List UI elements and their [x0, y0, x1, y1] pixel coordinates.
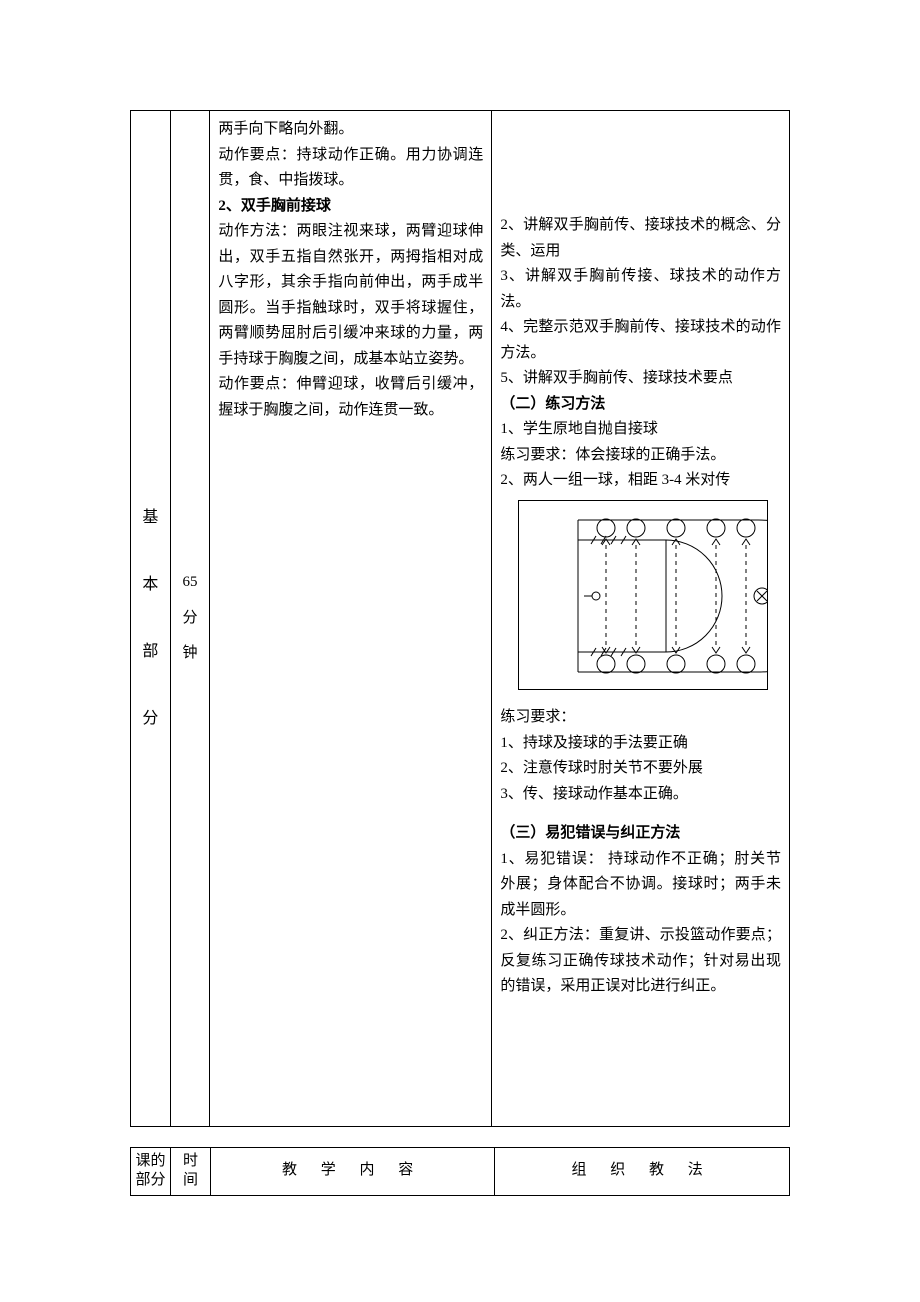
header-method-cell: 组 织 教 法 — [495, 1147, 790, 1195]
header-label: 部分 — [133, 1171, 168, 1191]
section-char: 基 — [142, 504, 158, 531]
teaching-content-cell: 两手向下略向外翻。 动作要点：持球动作正确。用力协调连贯，食、中指拨球。 2、双… — [210, 111, 492, 1127]
lesson-main-table: 基 本 部 分 65 分 钟 两手向下略向外翻。 动作要点：持球动作正确。用力协… — [130, 110, 790, 1127]
time-unit: 分 — [183, 606, 198, 632]
error-item: 1、易犯错误： 持球动作不正确；肘关节外展；身体配合不协调。接球时；两手未成半圆… — [500, 847, 781, 924]
req-item: 1、持球及接球的手法要正确 — [500, 731, 781, 757]
method-item: 3、讲解双手胸前传接、球技术的动作方法。 — [500, 264, 781, 315]
court-diagram-svg — [518, 500, 768, 690]
teaching-method-cell: 2、讲解双手胸前传、接球技术的概念、分类、运用 3、讲解双手胸前传接、球技术的动… — [492, 111, 790, 1127]
error-item: 2、纠正方法：重复讲、示投篮动作要点；反复练习正确传球技术动作；针对易出现的错误… — [500, 923, 781, 1000]
content-para: 动作要点：持球动作正确。用力协调连贯，食、中指拨球。 — [218, 143, 483, 194]
req-heading: 练习要求： — [500, 705, 781, 731]
content-para: 动作方法：两眼注视来球，两臂迎球伸出，双手五指自然张开，两拇指相对成八字形，其余… — [218, 219, 483, 372]
header-label: 课的 — [133, 1152, 168, 1172]
method-item: 4、完整示范双手胸前传、接球技术的动作方法。 — [500, 315, 781, 366]
section-label-cell: 基 本 部 分 — [131, 111, 171, 1127]
header-section-cell: 课的 部分 — [131, 1147, 171, 1195]
practice-req: 练习要求：体会接球的正确手法。 — [500, 443, 781, 469]
practice-heading: （二）练习方法 — [500, 392, 781, 418]
error-heading: （三）易犯错误与纠正方法 — [500, 821, 781, 847]
section-char: 分 — [142, 705, 158, 732]
content-para: 动作要点：伸臂迎球，收臂后引缓冲，握球于胸腹之间，动作连贯一致。 — [218, 372, 483, 423]
method-item: 5、讲解双手胸前传、接球技术要点 — [500, 366, 781, 392]
method-item: 2、讲解双手胸前传、接球技术的概念、分类、运用 — [500, 213, 781, 264]
lesson-header-table: 课的 部分 时 间 教 学 内 容 组 织 教 法 — [130, 1147, 790, 1196]
content-para: 两手向下略向外翻。 — [218, 117, 483, 143]
header-content-cell: 教 学 内 容 — [211, 1147, 495, 1195]
header-label: 时 — [173, 1152, 208, 1172]
header-label: 教 学 内 容 — [282, 1162, 423, 1178]
header-label: 组 织 教 法 — [571, 1162, 712, 1178]
court-diagram — [500, 494, 781, 706]
req-item: 2、注意传球时肘关节不要外展 — [500, 756, 781, 782]
practice-item: 2、两人一组一球，相距 3-4 米对传 — [500, 468, 781, 494]
time-unit: 钟 — [183, 641, 198, 667]
header-time-cell: 时 间 — [171, 1147, 211, 1195]
section-char: 部 — [142, 638, 158, 665]
time-cell: 65 分 钟 — [170, 111, 210, 1127]
section-char: 本 — [142, 571, 158, 598]
content-heading: 2、双手胸前接球 — [218, 194, 483, 220]
header-label: 间 — [173, 1171, 208, 1191]
time-value: 65 — [183, 570, 198, 596]
req-item: 3、传、接球动作基本正确。 — [500, 782, 781, 808]
practice-item: 1、学生原地自抛自接球 — [500, 417, 781, 443]
